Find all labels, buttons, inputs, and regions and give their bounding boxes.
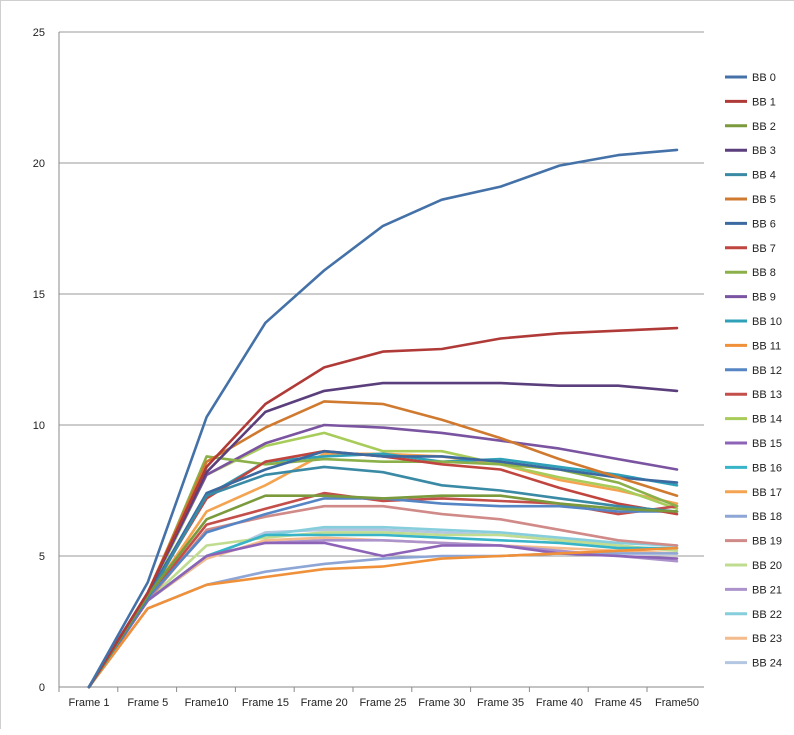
legend-label: BB 12 (752, 365, 782, 377)
series-line-bb-2 (87, 494, 679, 689)
series-line-bb-1 (87, 326, 679, 689)
legend-label: BB 7 (752, 243, 776, 255)
legend-label: BB 3 (752, 145, 776, 157)
legend-label: BB 20 (752, 560, 782, 572)
legend-label: BB 15 (752, 438, 782, 450)
x-tick-label: Frame50 (655, 697, 699, 709)
x-tick-label: Frame 15 (242, 697, 289, 709)
series-line-bb-5 (87, 400, 679, 689)
legend-label: BB 18 (752, 511, 782, 523)
x-tick-label: Frame 35 (477, 697, 524, 709)
legend-label: BB 0 (752, 72, 776, 84)
legend-label: BB 4 (752, 170, 776, 182)
x-tick-label: Frame 5 (127, 697, 168, 709)
legend-label: BB 5 (752, 194, 776, 206)
x-tick-label: Frame 30 (418, 697, 465, 709)
x-tick-label: Frame 20 (301, 697, 348, 709)
x-tick-label: Frame 45 (595, 697, 642, 709)
axes: 0 5 10 15 20 25 Frame 1 Frame 5 Frame10 Frame 15 F… (33, 27, 704, 709)
legend: BB 0 BB 1 BB 2 BB 3 BB 4 BB 5 BB 6 BB 7 BB 8 BB 9… (725, 72, 782, 670)
series-line-bb-10 (87, 452, 679, 689)
legend-label: BB 24 (752, 658, 782, 670)
series-line-bb-15 (87, 541, 679, 689)
x-tick-label: Frame 40 (536, 697, 583, 709)
legend-label: BB 22 (752, 609, 782, 621)
legend-label: BB 2 (752, 121, 776, 133)
legend-label: BB 13 (752, 389, 782, 401)
series-line-bb-13 (87, 491, 679, 689)
series-line-bb-11 (87, 546, 679, 689)
legend-label: BB 17 (752, 487, 782, 499)
legend-label: BB 1 (752, 96, 776, 108)
legend-label: BB 21 (752, 584, 782, 596)
legend-label: BB 8 (752, 267, 776, 279)
y-tick-label: 15 (33, 289, 45, 301)
grid-lines (59, 31, 704, 557)
series-line-bb-20 (87, 531, 679, 689)
y-tick-label: 25 (33, 27, 45, 39)
series-line-bb-17 (87, 452, 679, 689)
y-tick-label: 20 (33, 158, 45, 170)
x-tick-label: Frame 25 (359, 697, 406, 709)
x-tick-label: Frame10 (185, 697, 229, 709)
legend-label: BB 16 (752, 462, 782, 474)
series-line-bb-4 (87, 465, 679, 689)
legend-label: BB 19 (752, 536, 782, 548)
series-lines (87, 148, 679, 689)
legend-label: BB 14 (752, 414, 782, 426)
series-line-bb-3 (87, 381, 679, 689)
x-tick-label: Frame 1 (69, 697, 110, 709)
y-tick-label: 5 (39, 551, 45, 563)
legend-label: BB 11 (752, 340, 781, 352)
y-tick-label: 10 (33, 420, 45, 432)
y-tick-label: 0 (39, 682, 45, 694)
legend-label: BB 10 (752, 316, 782, 328)
legend-label: BB 23 (752, 633, 782, 645)
legend-label: BB 6 (752, 218, 776, 230)
series-line-bb-0 (87, 148, 679, 689)
legend-label: BB 9 (752, 292, 776, 304)
